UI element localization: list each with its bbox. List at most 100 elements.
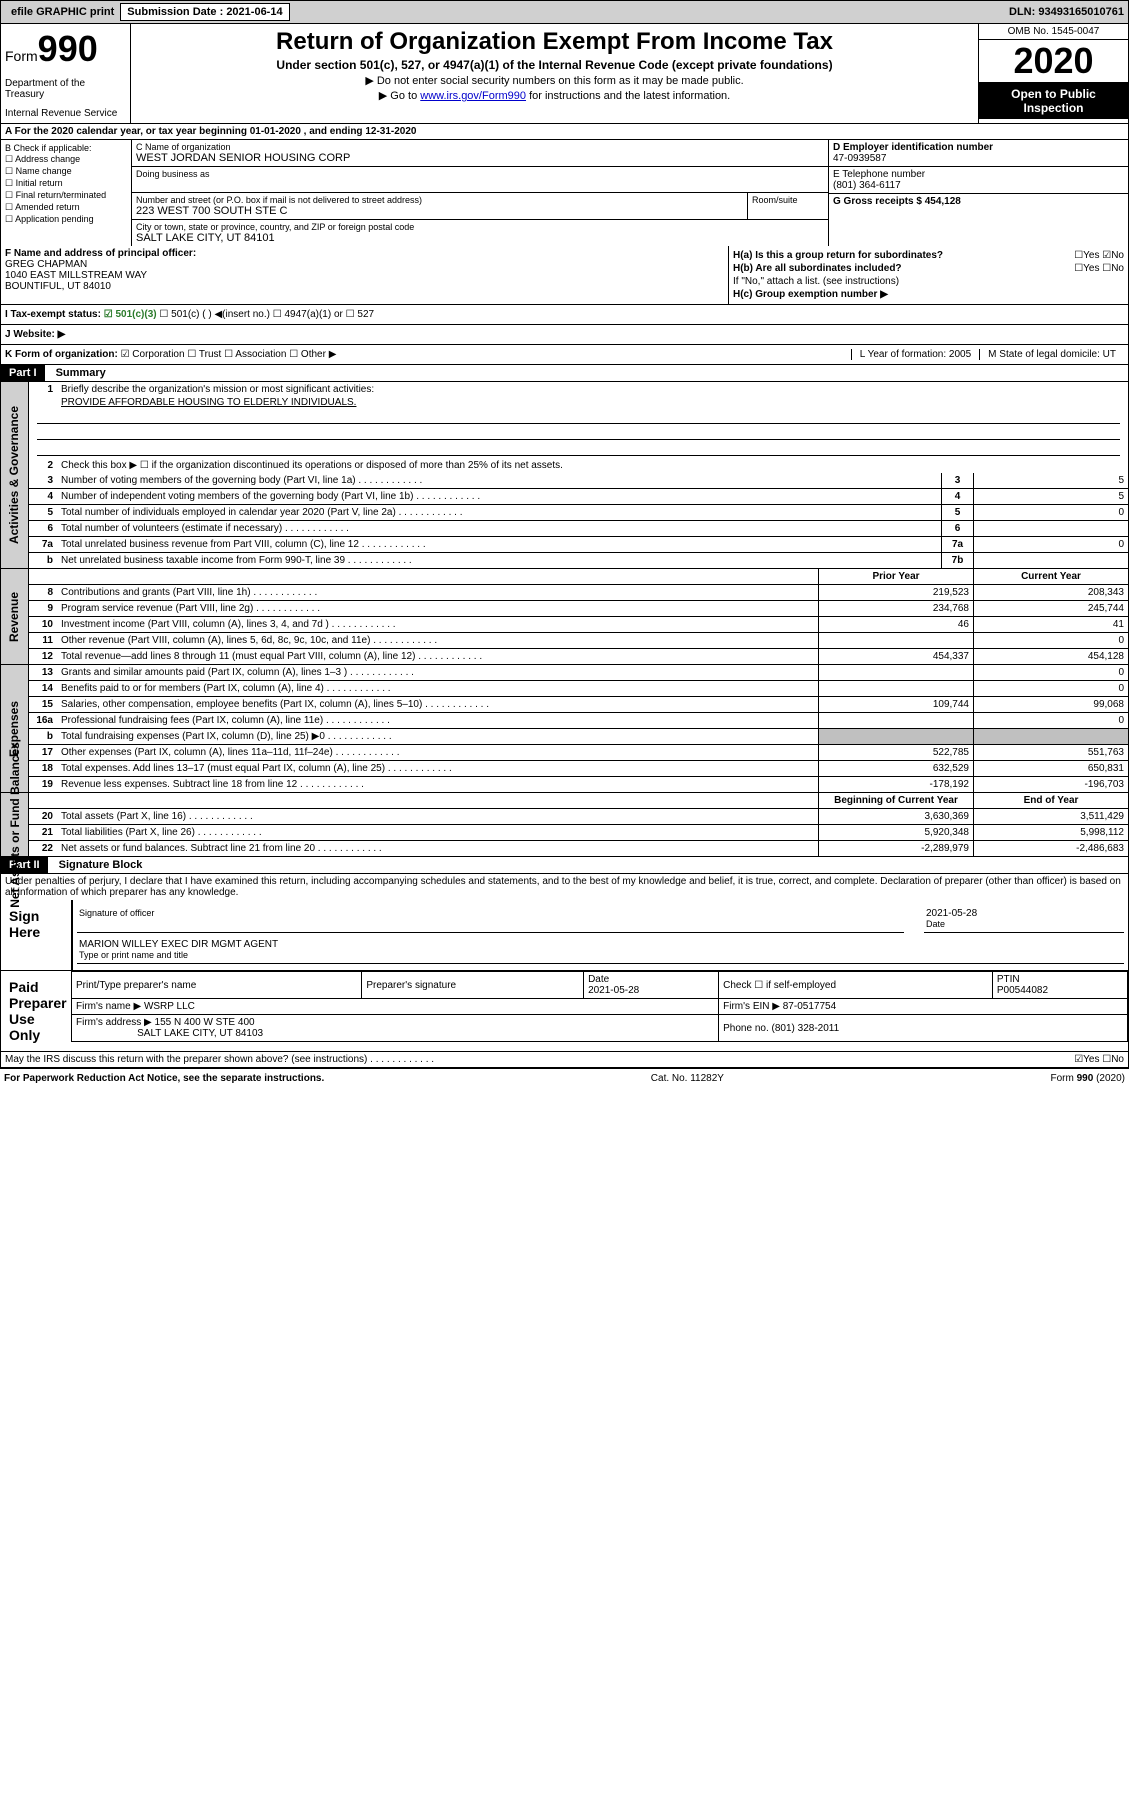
firm-phone: (801) 328-2011 <box>772 1023 840 1034</box>
room-label: Room/suite <box>752 195 824 205</box>
form-label: Form <box>5 48 38 64</box>
section-fh: F Name and address of principal officer:… <box>0 246 1129 305</box>
line-12: 12Total revenue—add lines 8 through 11 (… <box>29 649 1128 664</box>
ein-label: D Employer identification number <box>833 142 993 153</box>
footer-right: Form 990 (2020) <box>1051 1073 1125 1084</box>
gross-receipts: G Gross receipts $ 454,128 <box>833 196 961 207</box>
agency2: Internal Revenue Service <box>5 108 126 119</box>
signature-section: Sign Here Signature of officer 2021-05-2… <box>0 900 1129 1068</box>
governance-section: Activities & Governance 1 Briefly descri… <box>0 382 1129 569</box>
officer-typed-name: MARION WILLEY EXEC DIR MGMT AGENT <box>79 939 278 950</box>
sig-date: 2021-05-28 <box>926 908 977 919</box>
line-15: 15Salaries, other compensation, employee… <box>29 697 1128 713</box>
street-label: Number and street (or P.O. box if mail i… <box>136 195 743 205</box>
sig-date-label: Date <box>926 919 945 929</box>
right-info: D Employer identification number 47-0939… <box>828 140 1128 246</box>
officer-name: GREG CHAPMAN <box>5 259 87 270</box>
state-domicile: M State of legal domicile: UT <box>979 349 1124 360</box>
officer-addr1: 1040 EAST MILLSTREAM WAY <box>5 270 147 281</box>
tax-status-label: I Tax-exempt status: <box>5 309 101 320</box>
col-begin: Beginning of Current Year <box>818 793 973 808</box>
opt-527: ☐ 527 <box>346 309 374 320</box>
form-subtitle: Under section 501(c), 527, or 4947(a)(1)… <box>135 58 974 72</box>
ptin: P00544082 <box>997 985 1048 996</box>
city-label: City or town, state or province, country… <box>136 222 824 232</box>
submission-date: Submission Date : 2021-06-14 <box>120 3 289 21</box>
form-header: Form990 Department of the Treasury Inter… <box>0 24 1129 124</box>
note2-post: for instructions and the latest informat… <box>526 90 730 102</box>
line-3: 3Number of voting members of the governi… <box>29 473 1128 489</box>
dln: DLN: 93493165010761 <box>1009 6 1124 18</box>
line2-desc: Check this box ▶ ☐ if the organization d… <box>57 458 1128 473</box>
prep-self-employed: Check ☐ if self-employed <box>719 972 993 999</box>
tax-year: 2020 <box>979 40 1128 83</box>
check-address: ☐ Address change <box>5 154 127 165</box>
ha-label: H(a) Is this a group return for subordin… <box>733 250 943 261</box>
hb-label: H(b) Are all subordinates included? <box>733 263 902 274</box>
opt-4947: ☐ 4947(a)(1) or <box>273 309 343 320</box>
netassets-section: Net Assets or Fund Balances Beginning of… <box>0 793 1129 857</box>
line-5: 5Total number of individuals employed in… <box>29 505 1128 521</box>
note2: ▶ Go to www.irs.gov/Form990 for instruct… <box>135 89 974 102</box>
line-7a: 7aTotal unrelated business revenue from … <box>29 537 1128 553</box>
row-j: J Website: ▶ <box>0 325 1129 345</box>
form-title: Return of Organization Exempt From Incom… <box>135 28 974 56</box>
form-org-opts: ☑ Corporation ☐ Trust ☐ Association ☐ Ot… <box>121 349 337 360</box>
side-governance: Activities & Governance <box>1 382 29 568</box>
preparer-table: Print/Type preparer's name Preparer's si… <box>71 971 1128 1042</box>
line-19: 19Revenue less expenses. Subtract line 1… <box>29 777 1128 792</box>
type-name-label: Type or print name and title <box>79 950 188 960</box>
part1-header: Part I Summary <box>0 365 1129 382</box>
mission-text: PROVIDE AFFORDABLE HOUSING TO ELDERLY IN… <box>29 397 1128 408</box>
header-right: OMB No. 1545-0047 2020 Open to Public In… <box>978 24 1128 123</box>
city-val: SALT LAKE CITY, UT 84101 <box>136 232 824 244</box>
street-cell: Number and street (or P.O. box if mail i… <box>132 193 748 219</box>
discuss-ans: ☑Yes ☐No <box>1074 1054 1124 1065</box>
firm-name: WSRP LLC <box>144 1001 195 1012</box>
note2-pre: ▶ Go to <box>379 90 420 102</box>
check-label: B Check if applicable: <box>5 143 127 153</box>
discuss-label: May the IRS discuss this return with the… <box>5 1054 434 1065</box>
agency1: Department of the Treasury <box>5 78 126 100</box>
ha-ans: ☐Yes ☑No <box>1074 250 1124 261</box>
check-name: ☐ Name change <box>5 166 127 177</box>
gross-row: G Gross receipts $ 454,128 <box>829 194 1128 209</box>
line-13: 13Grants and similar amounts paid (Part … <box>29 665 1128 681</box>
col-prior: Prior Year <box>818 569 973 584</box>
paid-preparer-label: Paid Preparer Use Only <box>1 971 71 1051</box>
line-10: 10Investment income (Part VIII, column (… <box>29 617 1128 633</box>
irs-link[interactable]: www.irs.gov/Form990 <box>420 90 526 102</box>
check-column: B Check if applicable: ☐ Address change … <box>1 140 131 246</box>
section-b: B Check if applicable: ☐ Address change … <box>0 140 1129 246</box>
org-info: C Name of organization WEST JORDAN SENIO… <box>131 140 828 246</box>
prep-date: 2021-05-28 <box>588 985 639 996</box>
phone-val: (801) 364-6117 <box>833 180 901 191</box>
omb-number: OMB No. 1545-0047 <box>979 24 1128 40</box>
ein-val: 47-0939587 <box>833 153 886 164</box>
footer: For Paperwork Reduction Act Notice, see … <box>0 1068 1129 1088</box>
phone-row: E Telephone number (801) 364-6117 <box>829 167 1128 194</box>
line-14: 14Benefits paid to or for members (Part … <box>29 681 1128 697</box>
check-pending: ☐ Application pending <box>5 214 127 225</box>
line-17: 17Other expenses (Part IX, column (A), l… <box>29 745 1128 761</box>
officer-info: F Name and address of principal officer:… <box>1 246 728 304</box>
firm-addr-label: Firm's address ▶ <box>76 1017 152 1028</box>
line-8: 8Contributions and grants (Part VIII, li… <box>29 585 1128 601</box>
line-18: 18Total expenses. Add lines 13–17 (must … <box>29 761 1128 777</box>
line-22: 22Net assets or fund balances. Subtract … <box>29 841 1128 856</box>
col-current: Current Year <box>973 569 1128 584</box>
street-val: 223 WEST 700 SOUTH STE C <box>136 205 743 217</box>
website-label: J Website: ▶ <box>5 329 65 340</box>
dba-label: Doing business as <box>136 169 824 179</box>
line-4: 4Number of independent voting members of… <box>29 489 1128 505</box>
sign-here-label: Sign Here <box>1 900 71 970</box>
part1-title: Summary <box>48 367 106 379</box>
ein-row: D Employer identification number 47-0939… <box>829 140 1128 167</box>
hc-label: H(c) Group exemption number ▶ <box>733 289 888 300</box>
group-return: H(a) Is this a group return for subordin… <box>728 246 1128 304</box>
row-i: I Tax-exempt status: ☑ 501(c)(3) ☐ 501(c… <box>0 305 1129 325</box>
part2-title: Signature Block <box>51 859 143 871</box>
part1-label: Part I <box>1 365 45 381</box>
row-k: K Form of organization: ☑ Corporation ☐ … <box>0 345 1129 365</box>
note1: ▶ Do not enter social security numbers o… <box>135 74 974 87</box>
